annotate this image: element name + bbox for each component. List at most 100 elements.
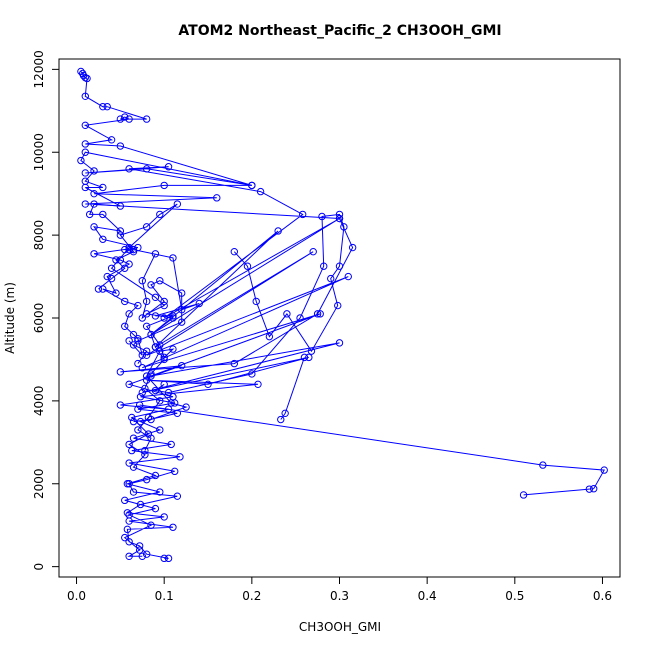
data-point [125, 552, 133, 560]
data-point [107, 274, 116, 283]
y-tick-label: 4000 [32, 386, 46, 417]
data-point [230, 247, 239, 256]
data-point [107, 136, 116, 144]
data-point [138, 277, 146, 285]
data-point [160, 301, 168, 310]
data-point [296, 314, 304, 322]
data-point [112, 289, 120, 297]
data-point [171, 467, 179, 476]
data-point [147, 372, 155, 380]
data-point [125, 310, 133, 318]
data-point [81, 183, 89, 192]
data-point [318, 212, 326, 221]
data-point [116, 227, 125, 235]
data-point [90, 200, 98, 208]
data-point [147, 521, 155, 529]
series-2 [277, 353, 309, 424]
data-point [134, 405, 142, 413]
data-point [99, 210, 107, 219]
data-point [116, 115, 125, 123]
data-point [156, 488, 164, 496]
data-point [94, 285, 103, 293]
y-tick-label: 6000 [32, 303, 46, 334]
data-point [147, 434, 155, 442]
x-tick-label: 0.3 [330, 589, 349, 603]
series-line [132, 253, 183, 364]
data-point [151, 343, 160, 351]
data-point [164, 163, 173, 171]
data-point [103, 272, 111, 281]
data-point [274, 227, 282, 235]
data-point [309, 247, 317, 256]
data-point [256, 187, 265, 196]
data-point [142, 322, 151, 330]
data-point [134, 301, 142, 310]
data-point [121, 264, 129, 272]
data-point [125, 115, 133, 123]
data-point [585, 485, 594, 493]
data-point [156, 210, 164, 219]
x-tick-label: 0.2 [242, 589, 261, 603]
data-point [125, 337, 133, 345]
data-point [81, 148, 89, 156]
data-point [134, 335, 142, 343]
data-point [519, 491, 528, 499]
data-point [142, 297, 151, 306]
data-point [298, 210, 307, 219]
data-point [151, 471, 160, 480]
x-tick-label: 0.4 [418, 589, 437, 603]
data-point [112, 256, 120, 264]
data-point [125, 511, 133, 519]
data-point [135, 401, 144, 409]
data-point [169, 523, 177, 531]
data-point [134, 337, 142, 345]
data-point [160, 380, 168, 389]
data-point [129, 330, 138, 339]
data-point [169, 312, 177, 320]
data-point [107, 264, 116, 272]
data-point [169, 345, 177, 353]
y-tick-label: 2000 [32, 468, 46, 499]
data-point [539, 461, 547, 469]
data-point [134, 426, 142, 434]
data-point [99, 183, 107, 192]
data-point [600, 466, 608, 474]
data-point [160, 554, 168, 563]
series-7 [151, 210, 348, 397]
y-tick-label: 8000 [32, 220, 46, 251]
data-point [123, 480, 132, 488]
data-point [125, 459, 133, 467]
data-point [90, 250, 98, 258]
data-point [160, 297, 168, 306]
data-point [83, 74, 91, 83]
data-point [164, 388, 173, 397]
data-point [116, 368, 125, 376]
data-point [121, 322, 129, 330]
series-line [280, 357, 305, 420]
series-4 [77, 67, 256, 359]
data-point [129, 463, 138, 471]
data-point [116, 142, 125, 150]
y-tick-label: 10000 [32, 133, 46, 171]
data-point [138, 552, 146, 560]
data-point [121, 297, 129, 306]
series-line [80, 71, 252, 356]
data-point [129, 245, 138, 254]
data-point [151, 293, 160, 301]
data-point [281, 409, 289, 418]
data-point [160, 181, 168, 190]
data-point [142, 165, 151, 173]
data-point [123, 525, 132, 534]
data-point [141, 384, 149, 393]
data-point [142, 347, 151, 355]
data-point [135, 542, 144, 550]
data-point [327, 274, 335, 283]
data-point [248, 370, 256, 378]
data-point [142, 550, 151, 558]
data-point [142, 223, 151, 231]
data-point [254, 380, 262, 389]
data-point [178, 361, 186, 370]
data-point [81, 92, 89, 100]
data-point [248, 181, 256, 190]
